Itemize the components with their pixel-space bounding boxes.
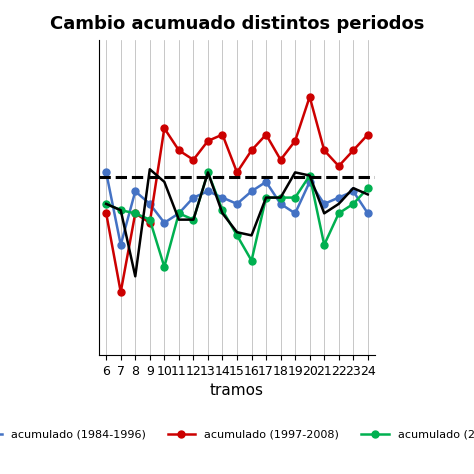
Line: acumulado (2009-: acumulado (2009- xyxy=(103,169,371,270)
acumulado (1997-2008) xyxy=(263,132,269,137)
acumulado (1997-2008) xyxy=(307,94,312,100)
acumulado (1997-2008) xyxy=(292,138,298,144)
acumulado (2009- xyxy=(147,217,153,222)
acumulado (1984-1996) xyxy=(103,170,109,175)
acumulado (2009- xyxy=(234,233,240,238)
acumulado (2009- xyxy=(350,201,356,207)
acumulado (1997-2008) xyxy=(118,289,124,295)
acumulado (1984-1996) xyxy=(292,210,298,216)
acumulado (1997-2008) xyxy=(205,138,211,144)
acumulado (2009- xyxy=(365,185,371,191)
acumulado (2009- xyxy=(191,217,196,222)
acumulado (1984-1996) xyxy=(219,195,225,201)
acumulado (1997-2008) xyxy=(147,220,153,226)
acumulado (2009- xyxy=(103,201,109,207)
acumulado (1997-2008) xyxy=(350,147,356,153)
acumulado (2009- xyxy=(307,173,312,178)
acumulado (2009- xyxy=(278,195,283,201)
acumulado (1984-1996) xyxy=(249,189,255,194)
acumulado (1997-2008) xyxy=(321,147,327,153)
acumulado (2009- xyxy=(176,210,182,216)
acumulado (2009- xyxy=(132,210,138,216)
acumulado (1997-2008) xyxy=(249,147,255,153)
Title: Cambio acumuado distintos periodos: Cambio acumuado distintos periodos xyxy=(50,15,424,33)
acumulado (2009- xyxy=(336,210,342,216)
acumulado (2009- xyxy=(263,195,269,201)
acumulado (1984-1996) xyxy=(147,201,153,207)
acumulado (2009- xyxy=(321,242,327,248)
acumulado (1997-2008) xyxy=(103,210,109,216)
acumulado (1984-1996) xyxy=(132,189,138,194)
acumulado (2009- xyxy=(118,207,124,213)
acumulado (1997-2008) xyxy=(132,210,138,216)
acumulado (2009- xyxy=(219,207,225,213)
acumulado (1984-1996) xyxy=(278,201,283,207)
acumulado (1984-1996) xyxy=(191,195,196,201)
acumulado (1984-1996) xyxy=(162,220,167,226)
acumulado (1997-2008) xyxy=(365,132,371,137)
acumulado (1984-1996) xyxy=(176,210,182,216)
acumulado (2009- xyxy=(162,264,167,270)
acumulado (1984-1996) xyxy=(205,189,211,194)
acumulado (2009- xyxy=(249,258,255,264)
Legend: acumulado (1984-1996), acumulado (1997-2008), acumulado (2009-: acumulado (1984-1996), acumulado (1997-2… xyxy=(0,425,474,444)
Line: acumulado (1997-2008): acumulado (1997-2008) xyxy=(103,93,371,296)
acumulado (1984-1996) xyxy=(263,179,269,185)
acumulado (1997-2008) xyxy=(278,157,283,163)
acumulado (1997-2008) xyxy=(234,170,240,175)
acumulado (1984-1996) xyxy=(365,210,371,216)
acumulado (1997-2008) xyxy=(162,126,167,131)
acumulado (1997-2008) xyxy=(336,163,342,169)
acumulado (2009- xyxy=(205,170,211,175)
acumulado (1997-2008) xyxy=(191,157,196,163)
acumulado (1984-1996) xyxy=(336,195,342,201)
acumulado (1984-1996) xyxy=(118,242,124,248)
acumulado (1997-2008) xyxy=(176,147,182,153)
acumulado (1984-1996) xyxy=(350,189,356,194)
acumulado (1984-1996) xyxy=(234,201,240,207)
X-axis label: tramos: tramos xyxy=(210,383,264,398)
acumulado (2009- xyxy=(292,195,298,201)
Line: acumulado (1984-1996): acumulado (1984-1996) xyxy=(103,169,371,248)
acumulado (1997-2008) xyxy=(219,132,225,137)
acumulado (1984-1996) xyxy=(307,179,312,185)
acumulado (1984-1996) xyxy=(321,201,327,207)
